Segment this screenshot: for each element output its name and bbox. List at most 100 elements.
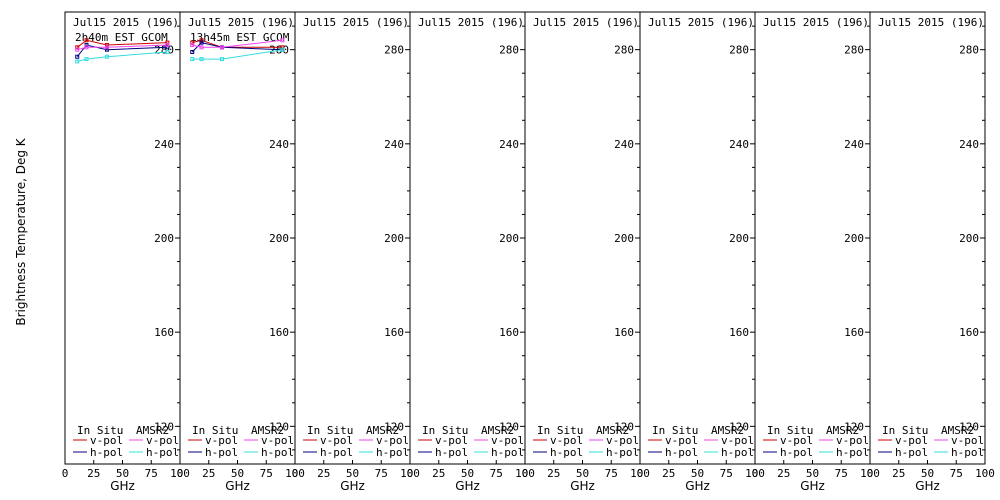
data-point-insitu_v (84, 38, 89, 43)
y-tick-label: 160 (614, 326, 634, 339)
legend-amsr2-header: AMSR2 (366, 424, 399, 437)
x-tick-label: 75 (490, 467, 503, 480)
legend-in-situ-header: In Situ (307, 424, 353, 437)
legend-in-situ-header: In Situ (652, 424, 698, 437)
x-tick-label: 75 (260, 467, 273, 480)
panel-subtitle: 13h45m EST GCOM (190, 31, 290, 44)
y-tick-label: 280 (384, 44, 404, 57)
data-point-amsr2_v (84, 45, 89, 50)
panel-6: 120 160 200 240 280 0 25 50 75 100 GHz Jul15 2015 (… (637, 11, 765, 493)
y-tick-label: 160 (844, 326, 864, 339)
legend-label-amsr2_v: v-pol (951, 434, 984, 447)
x-tick-label: 25 (777, 467, 790, 480)
data-point-insitu_h (84, 42, 89, 47)
x-tick-label: 25 (662, 467, 675, 480)
panels-group: 120 160 200 240 280 0 25 50 75 100 GHz Jul15 2015 (… (62, 11, 995, 493)
data-point-insitu_v (199, 38, 204, 43)
legend-label-amsr2_v: v-pol (721, 434, 754, 447)
legend-label-amsr2_h: h-pol (261, 446, 294, 459)
x-tick-label: 25 (87, 467, 100, 480)
data-point-insitu_h (75, 54, 80, 59)
legend-amsr2-header: AMSR2 (711, 424, 744, 437)
panel-title: Jul15 2015 (196) (73, 16, 179, 29)
y-tick-label: 120 (154, 420, 174, 433)
series-line-insitu_v (192, 39, 283, 48)
legend-label-insitu_v: v-pol (320, 434, 353, 447)
panel-title: Jul15 2015 (196) (533, 16, 639, 29)
y-tick-label: 240 (614, 138, 634, 151)
data-point-amsr2_v (190, 42, 195, 47)
x-tick-label: 50 (461, 467, 474, 480)
x-tick-label: 100 (400, 467, 420, 480)
data-point-amsr2_h (280, 47, 285, 52)
data-point-amsr2_h (165, 50, 170, 55)
x-axis-label: GHz (685, 479, 710, 493)
y-tick-label: 160 (499, 326, 519, 339)
data-point-amsr2_h (104, 54, 109, 59)
x-tick-label: 0 (292, 467, 299, 480)
y-tick-label: 160 (729, 326, 749, 339)
series-line-amsr2_v (77, 44, 168, 51)
x-tick-label: 0 (522, 467, 529, 480)
y-tick-label: 240 (729, 138, 749, 151)
y-tick-label: 160 (959, 326, 979, 339)
data-point-amsr2_h (75, 59, 80, 64)
y-tick-label: 120 (729, 420, 749, 433)
panel-title: Jul15 2015 (196) (878, 16, 984, 29)
y-tick-label: 200 (614, 232, 634, 245)
y-tick-label: 280 (844, 44, 864, 57)
legend-amsr2-header: AMSR2 (596, 424, 629, 437)
legend-in-situ-header: In Situ (77, 424, 123, 437)
y-tick-label: 200 (499, 232, 519, 245)
series-line-insitu_v (76, 39, 168, 48)
y-tick-label: 120 (844, 420, 864, 433)
legend-label-amsr2_h: h-pol (836, 446, 869, 459)
x-tick-label: 100 (745, 467, 765, 480)
data-point-insitu_h (199, 40, 204, 45)
legend-label-amsr2_v: v-pol (146, 434, 179, 447)
data-point-insitu_h (190, 50, 195, 55)
x-tick-label: 100 (515, 467, 535, 480)
x-tick-label: 25 (892, 467, 905, 480)
panel-8: 120 160 200 240 280 0 25 50 75 100 GHz Jul15 2015 (… (867, 11, 995, 493)
data-point-insitu_v (190, 40, 195, 45)
x-tick-label: 25 (317, 467, 330, 480)
legend-label-amsr2_h: h-pol (721, 446, 754, 459)
legend-in-situ-header: In Situ (767, 424, 813, 437)
x-axis-label: GHz (225, 479, 250, 493)
x-axis-label: GHz (915, 479, 940, 493)
x-tick-label: 0 (177, 467, 184, 480)
legend-label-amsr2_v: v-pol (261, 434, 294, 447)
legend-label-insitu_v: v-pol (665, 434, 698, 447)
x-tick-label: 0 (752, 467, 759, 480)
panel-title: Jul15 2015 (196) (188, 16, 294, 29)
x-tick-label: 50 (346, 467, 359, 480)
legend-label-amsr2_v: v-pol (491, 434, 524, 447)
y-tick-label: 240 (959, 138, 979, 151)
legend-label-amsr2_h: h-pol (951, 446, 984, 459)
data-point-insitu_h (104, 47, 109, 52)
y-tick-label: 120 (614, 420, 634, 433)
data-point-insitu_v (75, 45, 80, 50)
y-tick-label: 160 (384, 326, 404, 339)
panel-7: 120 160 200 240 280 0 25 50 75 100 GHz Jul15 2015 (… (752, 11, 880, 493)
x-tick-label: 100 (975, 467, 995, 480)
y-tick-label: 280 (499, 44, 519, 57)
y-tick-label: 240 (499, 138, 519, 151)
x-tick-label: 0 (62, 467, 69, 480)
series-line-insitu_h (191, 42, 283, 53)
x-tick-label: 75 (375, 467, 388, 480)
legend-label-insitu_h: h-pol (665, 446, 698, 459)
legend-in-situ-header: In Situ (537, 424, 583, 437)
y-tick-label: 120 (499, 420, 519, 433)
x-tick-label: 100 (860, 467, 880, 480)
legend-amsr2-header: AMSR2 (251, 424, 284, 437)
data-point-amsr2_h (84, 57, 89, 62)
data-point-amsr2_v (199, 45, 204, 50)
panel-title: Jul15 2015 (196) (418, 16, 524, 29)
panel-title: Jul15 2015 (196) (303, 16, 409, 29)
legend-in-situ-header: In Situ (882, 424, 928, 437)
